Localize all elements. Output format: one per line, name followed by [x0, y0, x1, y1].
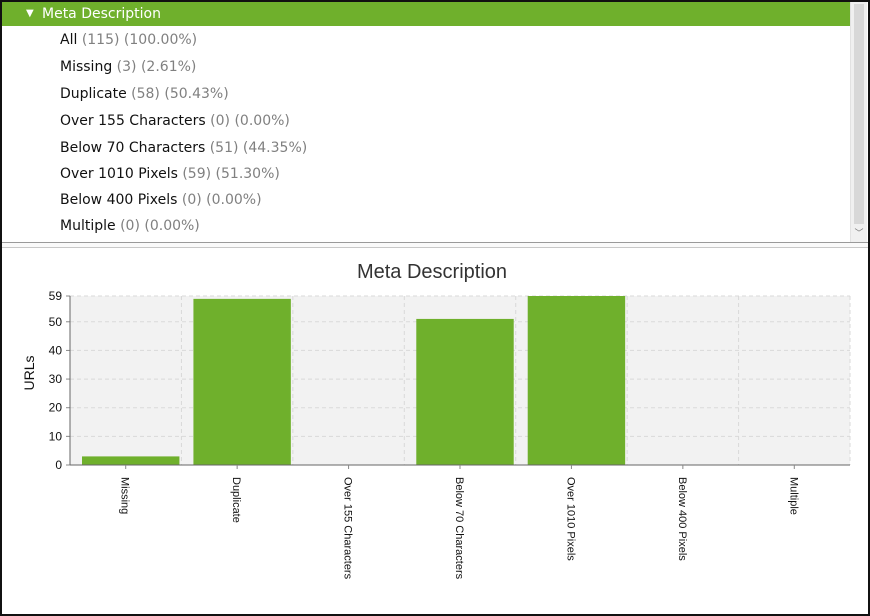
bar-missing [82, 456, 180, 465]
tree-item-count: (0) [210, 113, 231, 129]
tree-item-below-70-characters[interactable]: Below 70 Characters (51) (44.35%) [60, 138, 307, 158]
bar-below-70-characters [416, 318, 514, 465]
tree-item-label: Multiple [60, 218, 116, 234]
tree-item-percent: (44.35%) [242, 140, 308, 156]
tree-header-label: Meta Description [42, 6, 161, 22]
tree-item-percent: (0.00%) [234, 113, 290, 129]
tree-item-missing[interactable]: Missing (3) (2.61%) [60, 57, 196, 77]
tree-item-label: Over 155 Characters [60, 113, 206, 129]
tree-item-multiple[interactable]: Multiple (0) (0.00%) [60, 216, 200, 236]
bar-duplicate [193, 298, 291, 465]
tree-item-over-155-characters[interactable]: Over 155 Characters (0) (0.00%) [60, 111, 290, 131]
tree-item-percent: (0.00%) [206, 192, 262, 208]
meta-description-bar-chart: Meta Description URLs 0 10 20 30 40 50 59 Missi… [21, 261, 851, 580]
tree-item-label: Duplicate [60, 86, 127, 102]
x-tick-label: Below 70 Characters [453, 477, 465, 580]
x-tick-label: Multiple [787, 477, 799, 515]
tree-item-count: (115) [81, 32, 120, 48]
y-tick-label: 59 [49, 289, 63, 303]
tree-item-percent: (0.00%) [144, 218, 200, 234]
plot-area: 0 10 20 30 40 50 59 Missing Duplicate Over 155 Ch… [49, 289, 851, 580]
caret-down-icon[interactable]: ▼ [26, 8, 34, 19]
tree-item-percent: (100.00%) [123, 32, 198, 48]
chart-panel: Meta Description URLs 0 10 20 30 40 50 59 Missi… [2, 248, 868, 614]
tree-item-below-400-pixels[interactable]: Below 400 Pixels (0) (0.00%) [60, 190, 262, 210]
tree-item-percent: (2.61%) [140, 59, 197, 75]
y-tick-label: 0 [55, 458, 62, 472]
tree-item-over-1010-pixels[interactable]: Over 1010 Pixels (59) (51.30%) [60, 164, 280, 184]
tree-vertical-scrollbar[interactable]: ﹀ [850, 2, 867, 242]
y-tick-label: 20 [49, 401, 63, 415]
tree-item-count: (59) [182, 166, 212, 182]
tree-item-count: (51) [209, 140, 239, 156]
meta-description-tree: ▼ Meta Description All (115) (100.00%) M… [2, 2, 850, 242]
x-tick-label: Over 1010 Pixels [564, 477, 576, 561]
x-tick-label: Below 400 Pixels [676, 477, 688, 561]
tree-header-meta-description[interactable]: ▼ Meta Description [2, 2, 850, 26]
tree-item-count: (3) [116, 59, 137, 75]
tree-item-label: Below 70 Characters [60, 140, 206, 156]
tree-item-all[interactable]: All (115) (100.00%) [60, 30, 197, 50]
tree-item-count: (0) [181, 192, 202, 208]
y-axis-label: URLs [21, 355, 37, 390]
tree-item-duplicate[interactable]: Duplicate (58) (50.43%) [60, 84, 229, 104]
y-tick-label: 50 [49, 315, 63, 329]
tree-item-label: All [60, 32, 78, 48]
tree-item-percent: (50.43%) [164, 86, 229, 102]
tree-item-label: Below 400 Pixels [60, 192, 178, 208]
bar-over-1010-pixels [527, 296, 626, 465]
panel-splitter[interactable] [2, 242, 868, 248]
tree-item-count: (58) [131, 86, 160, 102]
y-tick-label: 30 [49, 372, 63, 386]
tree-item-count: (0) [120, 218, 140, 234]
tree-item-label: Over 1010 Pixels [60, 166, 178, 182]
tree-item-percent: (51.30%) [215, 166, 280, 182]
y-tick-label: 40 [49, 343, 63, 357]
tree-item-label: Missing [60, 59, 113, 75]
x-tick-label: Missing [119, 477, 131, 514]
x-tick-label: Duplicate [230, 477, 242, 523]
scroll-down-arrow-icon[interactable]: ﹀ [854, 229, 864, 239]
scrollbar-thumb[interactable] [854, 4, 864, 224]
y-tick-label: 10 [49, 429, 63, 443]
chart-title: Meta Description [357, 261, 507, 283]
x-tick-label: Over 155 Characters [342, 477, 354, 580]
